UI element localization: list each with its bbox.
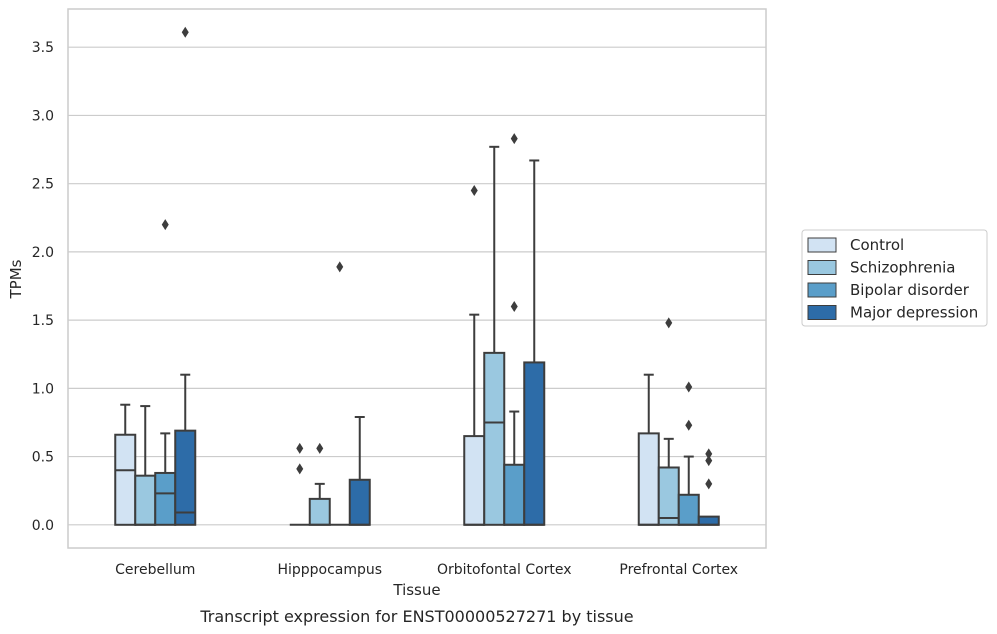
- box-body: [677, 493, 700, 526]
- box-3-0: [637, 373, 660, 526]
- y-tick-label: 1.5: [32, 313, 54, 329]
- box-body: [463, 435, 486, 526]
- y-tick-labels: 0.0 0.5 1.0 1.5 2.0 2.5 3.0 3.5: [32, 40, 54, 534]
- box-body: [348, 478, 371, 526]
- box-body: [308, 497, 331, 526]
- box-body: [134, 474, 157, 526]
- outlier-point: [705, 455, 713, 467]
- box-body: [114, 433, 137, 526]
- outlier-point: [665, 317, 673, 329]
- outlier-point: [705, 478, 713, 490]
- outlier-point: [336, 261, 344, 273]
- box-body: [174, 429, 197, 526]
- y-tick-label: 1.0: [32, 381, 54, 397]
- box-1-0: [289, 442, 310, 526]
- outlier-point: [181, 26, 189, 38]
- box-0-3: [174, 26, 197, 526]
- box-0-0: [114, 403, 137, 526]
- x-tick-label: Prefrontal Cortex: [619, 562, 738, 578]
- box-3-1: [657, 317, 680, 526]
- legend-swatch: [807, 237, 837, 253]
- legend-label: Major depression: [850, 304, 978, 322]
- outlier-point: [705, 448, 713, 460]
- y-tick-label: 3.0: [32, 108, 54, 124]
- box-0-2: [154, 219, 177, 526]
- outlier-point: [296, 442, 304, 454]
- x-tick-labels: Cerebellum Hipppocampus Orbitofontal Corte…: [115, 562, 738, 578]
- x-axis-label: Tissue: [392, 581, 440, 599]
- legend-swatch: [807, 305, 837, 320]
- box-body: [657, 466, 680, 526]
- y-tick-label: 2.0: [32, 245, 54, 261]
- outlier-point: [161, 219, 169, 231]
- legend-swatch: [807, 282, 837, 298]
- x-tick-label: Cerebellum: [115, 562, 195, 578]
- outlier-point: [470, 184, 478, 196]
- box-plots: [114, 26, 720, 526]
- x-tick-label: Orbitofontal Cortex: [437, 562, 572, 578]
- legend: Control Schizophrenia Bipolar disorder Majo…: [801, 229, 988, 327]
- box-0-1: [134, 405, 157, 526]
- y-tick-label: 3.5: [32, 40, 54, 56]
- legend-label: Bipolar disorder: [850, 281, 970, 299]
- box-2-3: [523, 159, 546, 526]
- y-tick-label: 2.5: [32, 177, 54, 193]
- legend-label: Schizophrenia: [850, 259, 955, 277]
- plot-frame: [67, 8, 767, 549]
- legend-label: Control: [850, 236, 904, 254]
- outlier-point: [316, 442, 324, 454]
- outlier-point: [510, 133, 518, 145]
- box-1-1: [308, 442, 331, 526]
- box-body: [483, 351, 506, 526]
- y-tick-label: 0.0: [32, 518, 54, 534]
- grid-lines: [68, 46, 766, 526]
- y-axis-label: TPMs: [7, 259, 25, 299]
- outlier-point: [685, 381, 693, 393]
- box-3-3: [697, 448, 720, 526]
- box-body: [637, 432, 660, 526]
- box-body: [523, 361, 546, 526]
- box-body: [503, 463, 526, 526]
- box-2-2: [503, 133, 526, 526]
- legend-frame: [801, 229, 988, 327]
- box-1-2: [329, 261, 350, 526]
- box-2-0: [463, 184, 486, 526]
- figure-caption: Transcript expression for ENST0000052727…: [199, 607, 633, 626]
- box-body: [154, 471, 177, 526]
- box-3-2: [677, 381, 700, 526]
- box-2-1: [483, 145, 506, 526]
- outlier-point: [510, 300, 518, 312]
- y-tick-label: 0.5: [32, 450, 54, 466]
- outlier-point: [685, 419, 693, 431]
- x-tick-label: Hipppocampus: [277, 562, 382, 578]
- box-1-3: [348, 416, 371, 526]
- outlier-point: [296, 463, 304, 475]
- box-body: [697, 515, 720, 526]
- legend-swatch: [807, 260, 837, 275]
